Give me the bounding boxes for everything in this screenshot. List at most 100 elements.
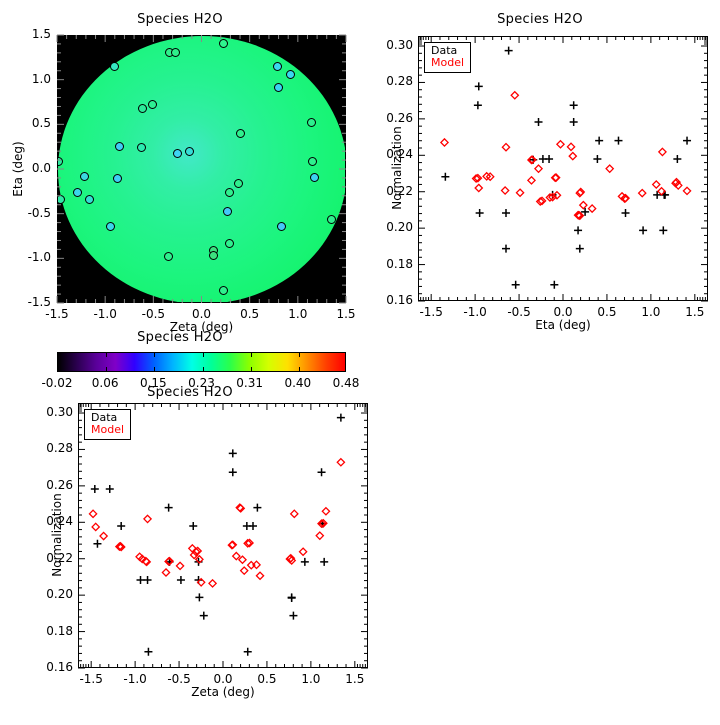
data-point-plus [653,190,662,199]
data-point-plus [659,226,668,235]
data-point-plus [228,468,237,477]
zeta_panel-ytick-label: 0.20 [46,587,73,602]
eta-plot-area [418,36,708,301]
model-point-diamond [289,509,299,519]
model-point-diamond [194,554,204,564]
model-point-diamond [473,173,483,183]
model-point-diamond [318,518,328,528]
overlay-circle [233,178,243,188]
image-panel: Species H2O Eta (deg) Zeta (deg) -1.5 -1.… [0,0,360,340]
model-point-diamond [552,190,562,200]
zeta_panel-ytick-label: 0.22 [46,550,73,565]
model-point-diamond [657,186,667,196]
model-point-diamond [231,551,241,561]
data-point-plus [144,647,153,656]
overlay-circle [285,69,295,79]
data-point-plus [117,522,126,531]
model-point-diamond [527,155,537,165]
model-point-diamond [657,147,667,157]
data-point-plus [199,611,208,620]
overlay-circle [115,142,125,152]
model-point-diamond [239,566,249,576]
model-point-diamond [637,188,647,198]
overlay-circle [58,194,66,204]
eta_panel-xtick-label: 1.5 [685,305,705,319]
model-point-diamond [551,173,561,183]
data-point-plus [502,244,510,253]
data-point-plus [545,155,554,164]
colorbar-tick-label: 0.40 [284,376,312,390]
eta_panel-axes [418,36,708,302]
eta_panel-xtick-label: 1.0 [641,305,661,319]
data-point-plus [534,118,543,127]
zeta-scatter-panel: Species H2O Data Model Normalization Zet… [20,385,380,720]
overlay-circle [85,194,95,204]
zeta_panel-ytick-label: 0.16 [46,660,73,674]
data-point-plus [289,611,298,620]
colorbar-tick [298,353,300,357]
model-point-diamond [143,514,153,524]
eta-legend: Data Model [424,42,472,73]
image-ytick-label: 1.0 [31,71,51,86]
overlay-circle [171,48,181,58]
eta_panel-ytick-label: 0.24 [386,147,413,162]
data-point-plus [475,208,484,217]
data-point-plus [673,155,682,164]
image-xtick-label: -0.5 [141,307,166,321]
overlay-circle [147,100,157,110]
model-point-diamond [161,567,171,577]
model-point-diamond [548,192,558,202]
zeta_panel-ytick-label: 0.28 [46,441,73,456]
overlay-circle [306,118,316,128]
data-point-plus [300,557,309,566]
colorbar-tick [250,353,252,357]
model-point-diamond [568,151,578,161]
image-xtick-label: 0.5 [240,307,260,321]
zeta-plot-area [78,403,368,668]
eta_panel-ytick-label: 0.16 [386,293,413,307]
colorbar-tick-label: 0.48 [332,376,360,390]
model-point-diamond [605,164,615,174]
image-ytick-label: 1.5 [31,27,51,41]
image-panel-title: Species H2O [137,12,223,27]
overlay-circle [208,251,218,261]
model-point-diamond [255,571,265,581]
zeta_panel-xtick-label: 0.5 [257,672,277,686]
image-xtick-label: 0.0 [191,307,212,321]
model-point-diamond [315,531,325,541]
data-point-plus [243,647,252,656]
colorbar-tick-label: 0.23 [188,376,215,390]
eta_panel-ytick-label: 0.20 [386,220,413,235]
model-point-diamond [236,503,246,513]
model-point-diamond [196,577,206,587]
overlay-circle [219,38,229,48]
zeta_panel-ytick-label: 0.24 [46,514,73,529]
data-point-plus [593,155,602,164]
zeta-panel-xlabel: Zeta (deg) [191,685,255,699]
zeta_panel-xtick-label: 0.0 [213,672,233,686]
data-point-plus [336,413,345,422]
model-point-diamond [164,556,175,566]
model-point-diamond [651,180,661,190]
colorbar-tick [202,367,204,371]
eta_panel-xtick-label: -1.5 [419,305,443,319]
zeta-legend: Data Model [84,409,132,440]
data-point-plus [550,280,559,289]
model-point-diamond [620,193,631,203]
eta-panel-title: Species H2O [497,12,583,27]
model-point-diamond [287,555,297,565]
colorbar-tick [298,367,300,371]
overlay-circle [164,252,174,262]
colorbar-title: Species H2O [137,330,223,345]
data-point-plus [569,101,578,110]
zeta_panel-points [88,413,346,656]
data-point-plus [317,468,326,477]
eta_panel-ytick-label: 0.28 [386,74,413,89]
colorbar-tick [202,353,204,357]
data-point-plus [595,136,604,145]
image-ytick-label: -1.0 [27,250,51,265]
image-xtick-label: -1.5 [45,307,69,321]
data-point-plus [176,575,185,584]
image-xtick-label: 1.0 [288,307,308,321]
model-point-diamond [573,210,583,220]
